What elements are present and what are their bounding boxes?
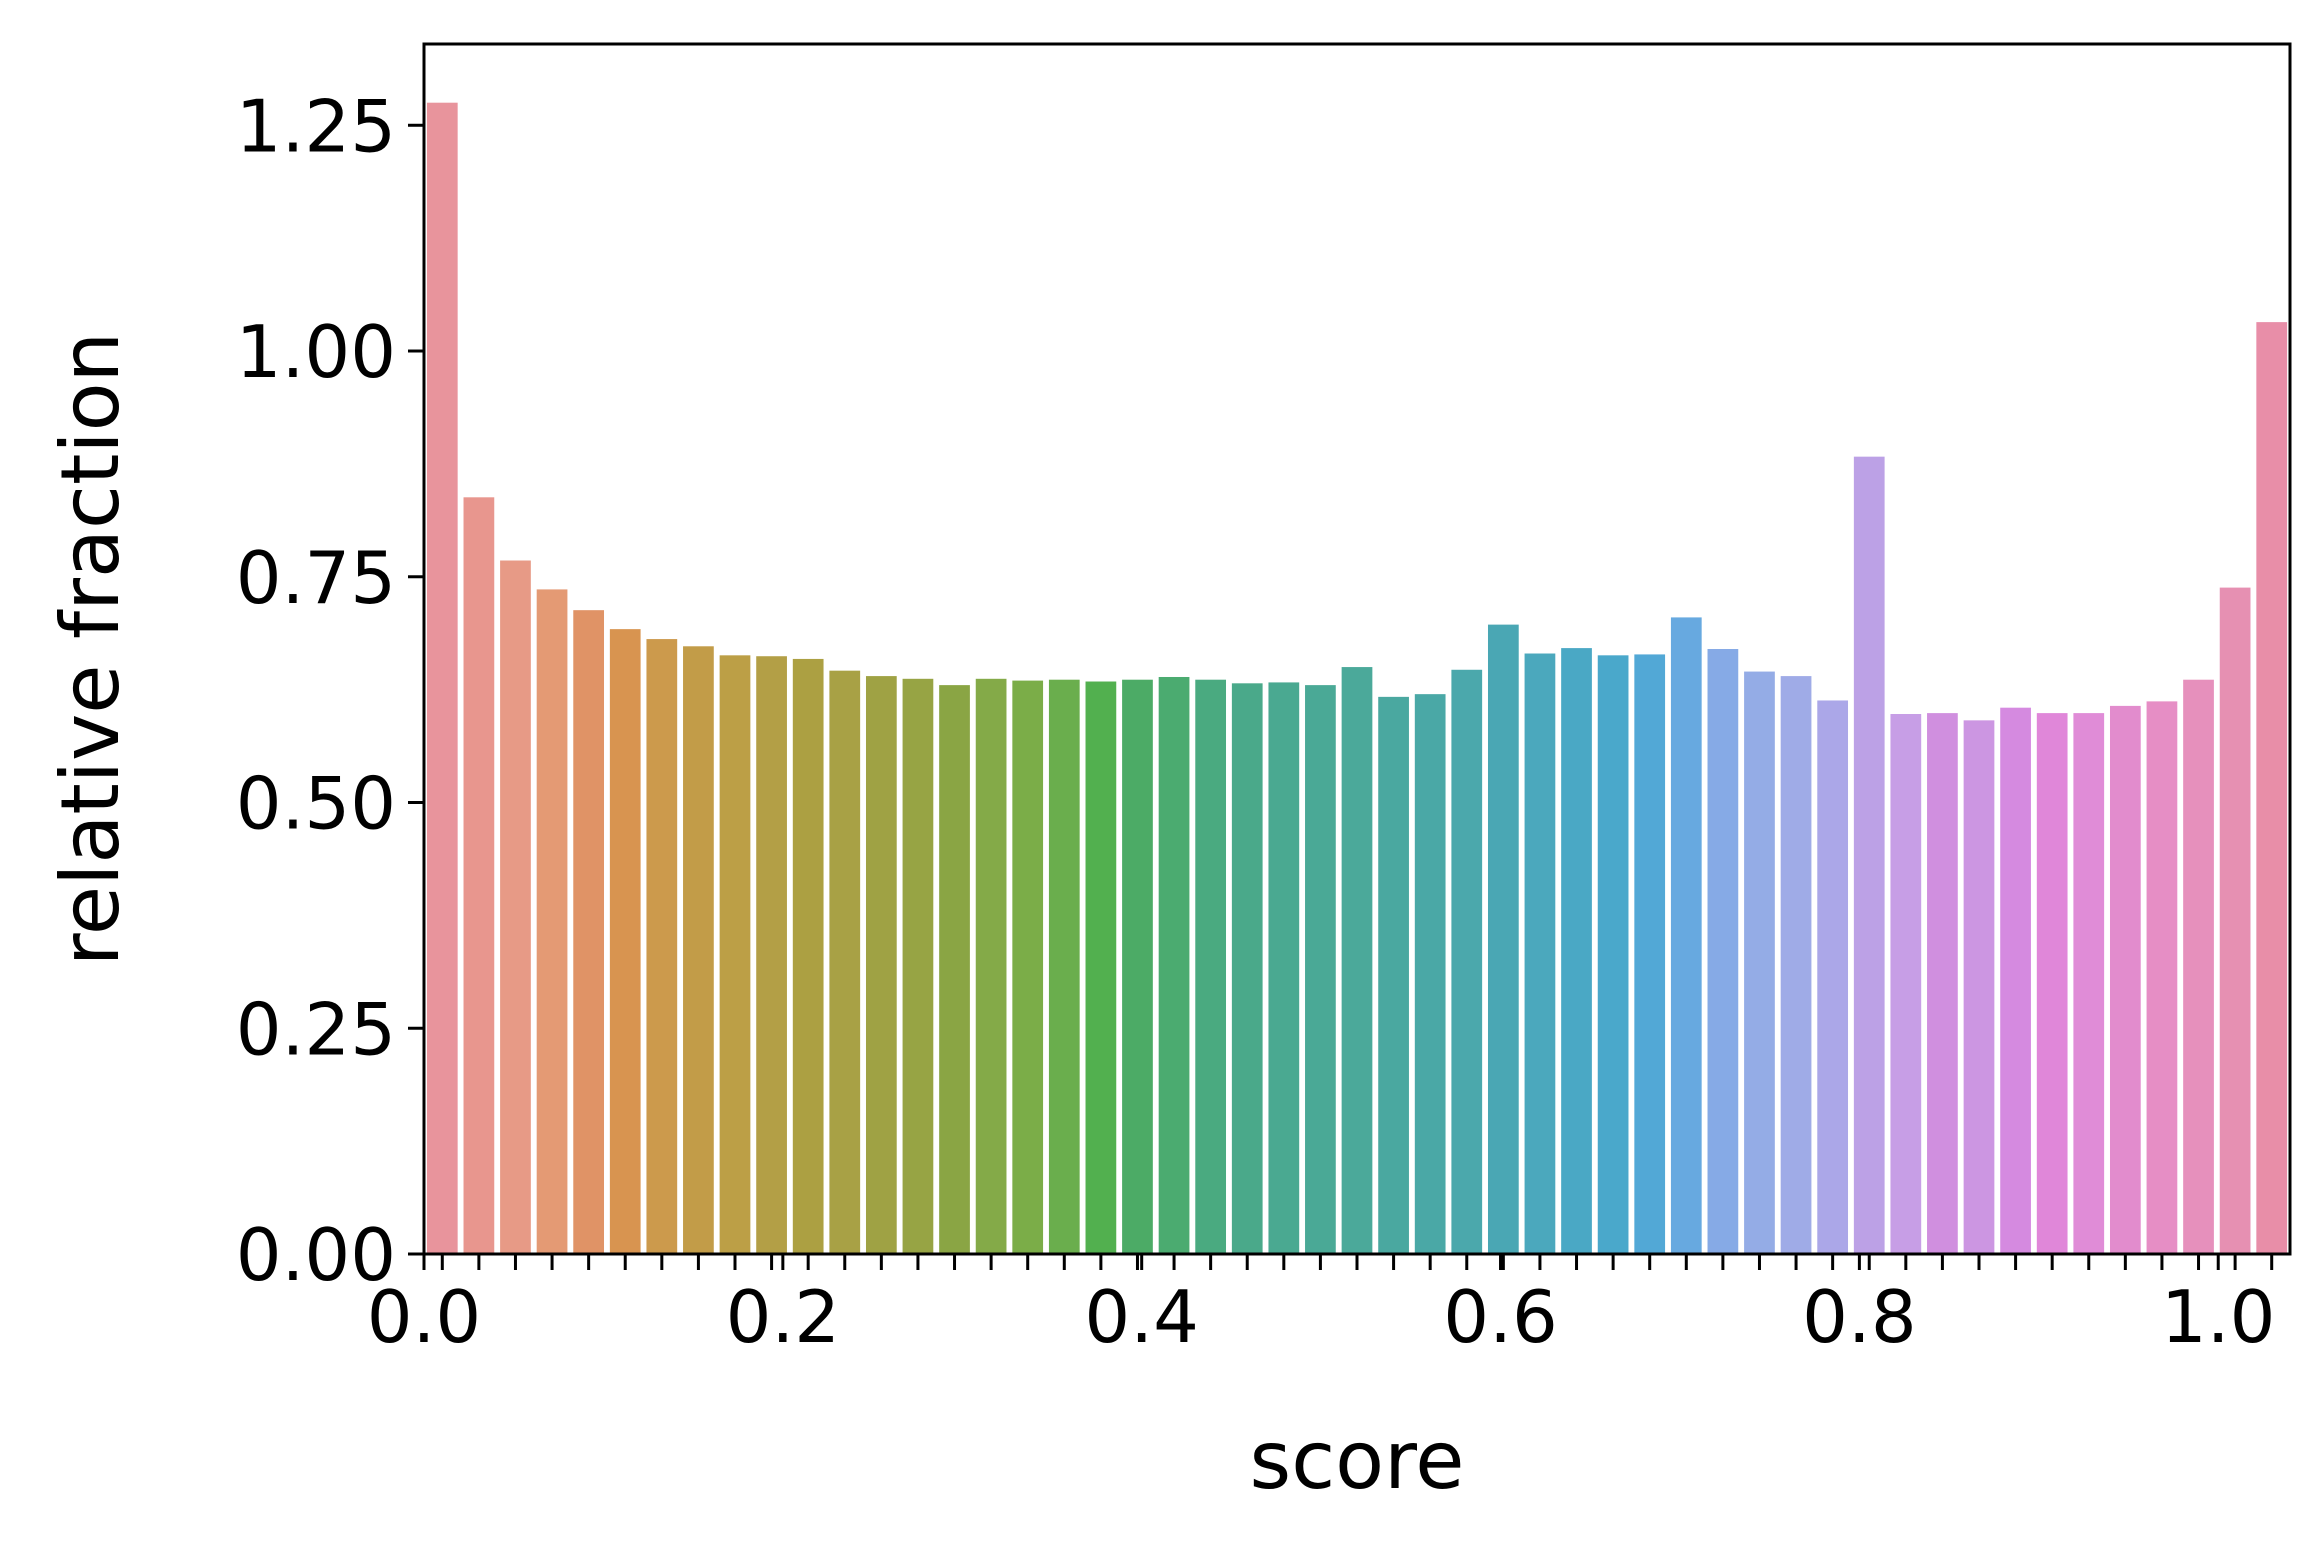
bar-6 <box>646 639 678 1254</box>
y-tick-label-2: 0.50 <box>236 762 396 846</box>
y-tick-label-1: 0.25 <box>236 987 396 1071</box>
bar-48 <box>2183 679 2214 1254</box>
bar-34 <box>1670 617 1702 1254</box>
bar-17 <box>1048 679 1080 1254</box>
y-tick-label-4: 1.00 <box>236 310 396 394</box>
bar-36 <box>1744 671 1775 1254</box>
y-tick-label-3: 0.75 <box>236 536 396 620</box>
bar-2 <box>500 560 531 1254</box>
bar-24 <box>1305 685 1336 1254</box>
bars-group <box>426 102 2288 1255</box>
y-axis-label: relative fraction <box>44 332 137 967</box>
x-axis-label: score <box>1250 1414 1465 1507</box>
bar-12 <box>865 676 897 1254</box>
bar-29 <box>1487 624 1519 1254</box>
bar-26 <box>1378 696 1409 1254</box>
bar-0 <box>426 102 458 1255</box>
bar-32 <box>1597 655 1629 1254</box>
bar-31 <box>1561 648 1592 1254</box>
x-tick-label-3: 0.6 <box>1443 1275 1558 1359</box>
bar-10 <box>792 658 824 1254</box>
x-axis-ticks: 0.0 0.2 0.4 0.6 0.8 1.0 <box>367 1254 2276 1359</box>
bar-47 <box>2146 701 2178 1254</box>
bar-22 <box>1231 683 1263 1254</box>
bar-4 <box>573 610 605 1254</box>
x-axis-minor-ticks <box>440 1254 2274 1270</box>
bar-45 <box>2073 713 2105 1254</box>
bar-23 <box>1268 682 1300 1254</box>
bar-43 <box>2000 707 2031 1254</box>
bar-28 <box>1451 669 1483 1254</box>
x-tick-label-4: 0.8 <box>1802 1275 1917 1359</box>
bar-41 <box>1927 713 1958 1254</box>
x-tick-label-0: 0.0 <box>367 1275 482 1359</box>
x-tick-label-1: 0.2 <box>726 1275 841 1359</box>
x-tick-label-5: 1.0 <box>2161 1275 2276 1359</box>
bar-25 <box>1341 667 1373 1254</box>
bar-50 <box>2256 322 2288 1254</box>
bar-30 <box>1524 653 1556 1254</box>
bar-37 <box>1780 676 1812 1254</box>
bar-8 <box>719 655 751 1254</box>
bar-38 <box>1817 700 1849 1254</box>
bar-27 <box>1414 694 1446 1254</box>
bar-1 <box>463 497 495 1254</box>
y-tick-label-0: 0.00 <box>236 1213 396 1297</box>
bar-5 <box>609 629 641 1254</box>
bar-42 <box>1963 720 1995 1254</box>
bar-44 <box>2036 713 2068 1254</box>
bar-40 <box>1890 714 1922 1254</box>
bar-33 <box>1634 654 1666 1254</box>
bar-35 <box>1707 649 1739 1254</box>
x-tick-label-2: 0.4 <box>1084 1275 1199 1359</box>
bar-7 <box>683 646 714 1254</box>
bar-15 <box>975 678 1007 1254</box>
bar-39 <box>1853 456 1885 1254</box>
plot-frame <box>422 42 2292 1256</box>
bar-13 <box>902 678 934 1254</box>
bar-20 <box>1158 676 1190 1254</box>
bar-9 <box>756 656 787 1254</box>
bar-14 <box>939 685 970 1254</box>
bar-18 <box>1085 681 1117 1254</box>
y-tick-label-5: 1.25 <box>236 84 396 168</box>
bar-46 <box>2109 705 2141 1254</box>
bar-19 <box>1122 679 1153 1254</box>
bar-49 <box>2219 587 2251 1254</box>
bar-16 <box>1012 680 1044 1254</box>
bar-11 <box>829 670 861 1254</box>
bar-21 <box>1195 679 1227 1254</box>
bar-3 <box>536 589 568 1254</box>
y-axis-ticks: 0.00 0.25 0.50 0.75 1.00 1.25 <box>236 84 424 1297</box>
